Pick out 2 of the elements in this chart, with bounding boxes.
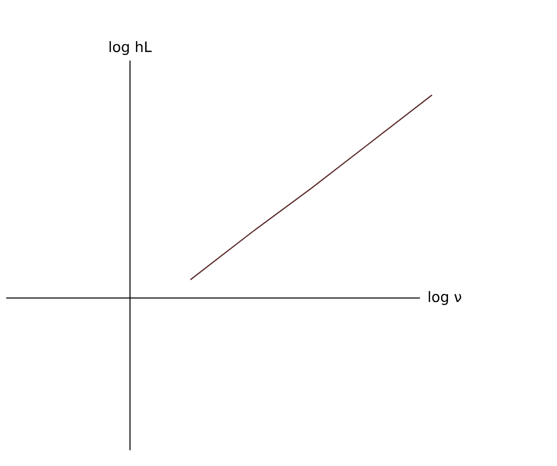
x-axis-title: log ν [428,291,462,305]
y-axis-title: log hL [110,41,152,55]
